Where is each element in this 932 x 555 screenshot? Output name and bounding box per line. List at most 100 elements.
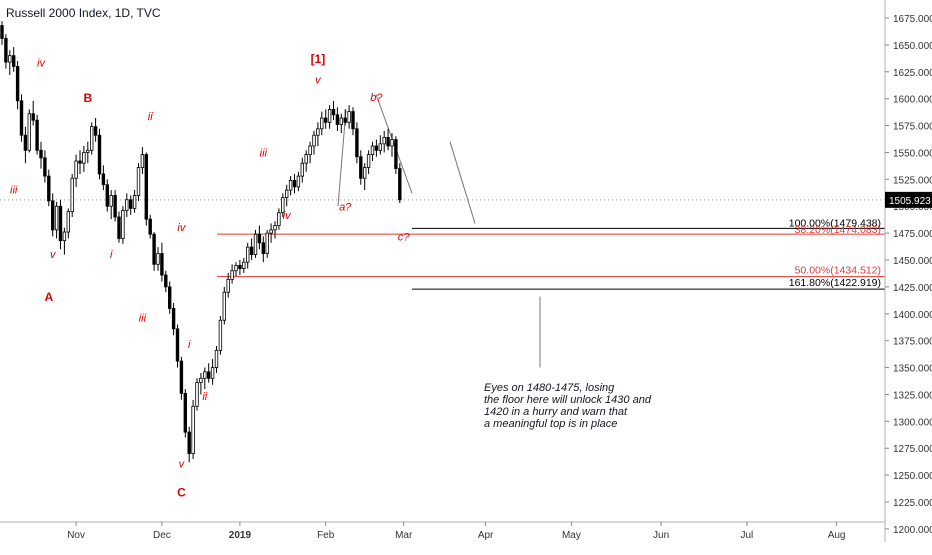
candle-body: [187, 431, 191, 455]
candle-body: [51, 200, 55, 231]
candle-body: [226, 278, 230, 293]
candle-body: [74, 160, 78, 179]
candle-body: [132, 195, 137, 209]
wave-label: C: [177, 486, 186, 500]
candle-body: [78, 160, 82, 164]
candle-body: [331, 109, 336, 116]
annotation-note: Eyes on 1480-1475, losing the floor here…: [484, 382, 684, 430]
candle-body: [394, 139, 398, 169]
candle-body: [230, 270, 234, 280]
wave-label: [1]: [311, 52, 326, 66]
fib-label: 38.20%(1474.083): [795, 224, 881, 236]
candle-body: [281, 197, 285, 214]
candle-body: [343, 117, 347, 123]
candle-body: [140, 154, 145, 168]
candle-body: [390, 139, 394, 147]
candle-body: [113, 195, 117, 218]
price-tick-label: 1600.000: [893, 95, 932, 106]
candle-body: [156, 253, 160, 265]
candle-body: [86, 149, 90, 153]
time-tick-label: Feb: [317, 530, 335, 541]
candle-body: [273, 225, 277, 231]
price-tick-label: 1375.000: [893, 337, 932, 348]
trend-line: [375, 94, 413, 194]
candle-body: [362, 167, 367, 179]
candle-body: [234, 264, 238, 272]
price-tick-label: 1475.000: [893, 229, 932, 240]
price-tick-label: 1250.000: [893, 471, 932, 482]
trend-line: [337, 109, 347, 207]
candle-body: [148, 218, 152, 235]
candle-body: [296, 175, 301, 188]
candle-body: [304, 154, 308, 164]
wave-label: v: [315, 75, 322, 87]
price-tick-label: 1425.000: [893, 283, 932, 294]
candle-body: [191, 405, 195, 454]
candle-body: [144, 154, 148, 220]
last-price-badge: [885, 191, 932, 208]
price-tick-label: 1675.000: [893, 14, 932, 25]
candle-body: [351, 111, 355, 130]
fib-label: 50.00%(1434.512): [795, 265, 881, 277]
annotation-line: Eyes on 1480-1475, losing: [484, 382, 615, 394]
price-tick-label: 1225.000: [893, 498, 932, 509]
candle-body: [308, 145, 312, 155]
wave-label: B: [83, 91, 92, 105]
candle-body: [265, 232, 269, 254]
time-axis: Nov Dec 2019 Feb Mar Apr May Jun Jul Aug: [67, 522, 845, 541]
candle-body: [370, 145, 375, 155]
annotation-line: the floor here will unlock 1430 and: [484, 394, 651, 406]
candle-body: [66, 211, 70, 233]
candle-body: [43, 157, 47, 177]
candle-body: [27, 113, 31, 151]
candle-body: [284, 189, 289, 199]
candle-body: [238, 264, 242, 270]
price-tick-label: 1350.000: [893, 364, 932, 375]
candle-body: [31, 113, 35, 121]
candle-body: [58, 205, 63, 242]
candle-body: [214, 349, 219, 368]
time-tick-label: Apr: [478, 530, 494, 541]
chart-title: Russell 2000 Index, 1D, TVC: [6, 6, 161, 20]
candle-body: [218, 319, 223, 351]
time-tick-label: 2019: [229, 530, 252, 541]
candle-body: [179, 360, 184, 394]
wave-label: ii: [148, 111, 153, 123]
fib-levels: 100.00%(1479.438)38.20%(1474.083) 50.00%(…: [217, 217, 885, 290]
candle-body: [105, 184, 109, 207]
candle-body: [339, 117, 343, 125]
candle-body: [15, 66, 20, 102]
time-tick-label: Aug: [828, 530, 846, 541]
candle-body: [90, 126, 94, 151]
candle-body: [97, 134, 102, 175]
annotation-line: a meaningful top is in place: [484, 418, 618, 430]
wave-label: v: [50, 249, 57, 261]
wave-label: v: [179, 459, 186, 471]
candle-body: [23, 134, 28, 151]
candle-body: [359, 156, 363, 179]
candle-body: [245, 246, 250, 263]
candle-body: [175, 328, 180, 362]
last-price-label: 1505.923: [889, 196, 931, 207]
candle-body: [316, 128, 320, 136]
wave-label: a?: [339, 202, 352, 214]
candle-body: [378, 143, 382, 151]
candle-body: [0, 25, 4, 39]
candle-body: [320, 117, 324, 130]
wave-label: b?: [370, 92, 383, 104]
candle-body: [82, 152, 86, 164]
candle-body: [70, 177, 74, 213]
candle-body: [35, 119, 39, 151]
price-tick-label: 1200.000: [893, 525, 932, 536]
price-tick-label: 1450.000: [893, 256, 932, 267]
wave-label: i: [110, 249, 113, 261]
candle-body: [199, 377, 203, 384]
time-tick-label: Mar: [395, 530, 413, 541]
candle-body: [210, 367, 215, 379]
price-tick-label: 1550.000: [893, 148, 932, 159]
candle-body: [382, 136, 386, 145]
price-tick-label: 1525.000: [893, 175, 932, 186]
candle-body: [222, 291, 226, 321]
